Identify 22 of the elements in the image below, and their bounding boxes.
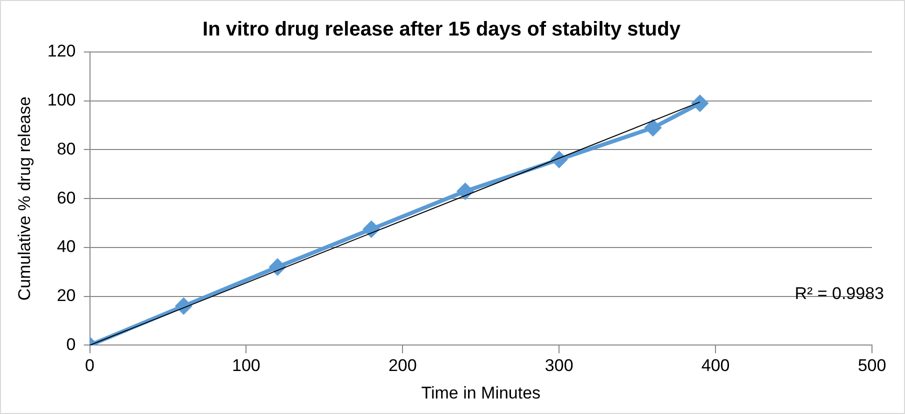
x-axis-title: Time in Minutes	[421, 383, 541, 402]
x-tick-label: 0	[85, 356, 94, 376]
point	[692, 95, 708, 112]
x-tick-label: 300	[544, 356, 574, 376]
chart-title: In vitro drug release after 15 days of stabilty study	[202, 18, 682, 41]
y-tick-label: 80	[56, 139, 76, 158]
x-tick-label: 100	[232, 356, 260, 376]
y-tick-label: 40	[56, 237, 76, 256]
point	[644, 120, 661, 136]
annotation: R² = 0.9983	[794, 284, 884, 304]
y-tick-label: 20	[56, 286, 76, 306]
point	[270, 259, 286, 276]
point	[457, 183, 474, 200]
y-tick-label: 120	[47, 42, 76, 61]
y-tick-label: 0	[66, 334, 76, 354]
x-tick-label: 500	[858, 356, 886, 376]
x-tick-label: 200	[388, 356, 417, 376]
y-tick-label: 60	[56, 188, 76, 208]
y-tick-label: 100	[47, 90, 76, 110]
x-tick-label: 400	[701, 356, 730, 376]
point	[363, 221, 380, 238]
y-axis-title: Cumulative % drug release	[14, 96, 34, 301]
